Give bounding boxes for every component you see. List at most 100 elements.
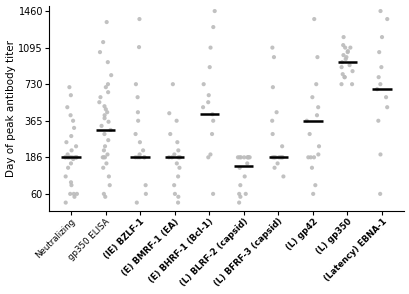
Point xyxy=(311,183,318,188)
Point xyxy=(174,174,181,179)
Point xyxy=(245,155,251,160)
Point xyxy=(236,155,242,160)
Point xyxy=(135,118,141,123)
Point xyxy=(105,90,111,95)
Point xyxy=(100,191,107,196)
Point xyxy=(101,132,108,136)
Point xyxy=(234,155,240,160)
Point xyxy=(104,82,111,86)
Point xyxy=(103,110,110,115)
Point xyxy=(373,87,380,91)
Point xyxy=(134,155,141,160)
Point xyxy=(142,191,149,196)
Point xyxy=(269,85,276,90)
Point xyxy=(268,118,275,123)
Point xyxy=(236,194,243,199)
Point xyxy=(344,49,350,54)
Point xyxy=(375,50,382,54)
Point xyxy=(100,40,106,44)
Point xyxy=(68,134,74,138)
Point xyxy=(376,9,383,14)
Point xyxy=(107,128,114,132)
Point xyxy=(209,191,216,196)
Point xyxy=(374,118,381,123)
Point xyxy=(383,105,389,110)
Point xyxy=(175,155,181,160)
Point xyxy=(99,155,106,160)
Point xyxy=(207,45,213,50)
Point xyxy=(270,155,277,160)
Point xyxy=(100,166,106,170)
Point xyxy=(270,55,276,59)
Point xyxy=(105,138,111,143)
Point xyxy=(376,82,383,86)
Point xyxy=(70,118,76,123)
Point xyxy=(166,132,173,136)
Point xyxy=(270,155,277,160)
Point xyxy=(244,155,250,160)
Point xyxy=(98,123,105,128)
Point xyxy=(207,152,213,157)
Point xyxy=(310,17,317,21)
Point xyxy=(269,132,275,136)
Point xyxy=(134,110,141,115)
Point xyxy=(136,152,143,157)
Point xyxy=(275,155,281,160)
Point xyxy=(171,191,178,196)
Point xyxy=(244,155,251,160)
Point xyxy=(73,144,79,149)
Point xyxy=(341,75,347,79)
Point xyxy=(268,45,275,50)
Point xyxy=(135,45,142,49)
Point xyxy=(279,155,285,160)
Point xyxy=(235,200,242,205)
Point xyxy=(97,50,103,54)
Point xyxy=(209,118,216,123)
Point xyxy=(236,166,243,170)
Point xyxy=(106,183,113,188)
Point xyxy=(240,155,247,160)
Point xyxy=(165,155,172,160)
Point xyxy=(141,155,147,160)
Point xyxy=(102,85,109,90)
Point xyxy=(62,155,68,160)
Point xyxy=(67,155,74,160)
Point xyxy=(100,155,107,160)
Point xyxy=(67,180,74,185)
Point xyxy=(68,148,75,153)
Point xyxy=(67,161,74,166)
Point xyxy=(101,144,108,149)
Point xyxy=(339,53,346,57)
Point xyxy=(348,82,355,86)
Point xyxy=(133,82,139,86)
Point xyxy=(102,107,109,112)
Point xyxy=(271,166,277,170)
Point xyxy=(71,194,78,199)
Point xyxy=(105,119,112,124)
Point xyxy=(339,72,345,76)
Point xyxy=(106,174,112,179)
Point xyxy=(142,183,148,188)
Point xyxy=(338,60,344,64)
Point xyxy=(104,60,111,64)
Point xyxy=(174,140,180,145)
Point xyxy=(171,183,177,188)
Point xyxy=(66,85,72,90)
Point xyxy=(101,104,108,108)
Point xyxy=(64,105,70,110)
Point xyxy=(306,132,312,136)
Point xyxy=(171,152,177,157)
Point xyxy=(313,55,320,59)
Point xyxy=(303,118,309,123)
Point xyxy=(133,200,140,205)
Point xyxy=(169,82,176,86)
Point xyxy=(307,155,313,160)
Point xyxy=(173,118,180,123)
Point xyxy=(168,155,175,160)
Point xyxy=(70,157,76,161)
Point xyxy=(315,144,321,149)
Point xyxy=(269,155,275,160)
Point xyxy=(103,20,110,24)
Y-axis label: Day of peak antibody titer: Day of peak antibody titer xyxy=(6,40,16,177)
Point xyxy=(65,155,72,160)
